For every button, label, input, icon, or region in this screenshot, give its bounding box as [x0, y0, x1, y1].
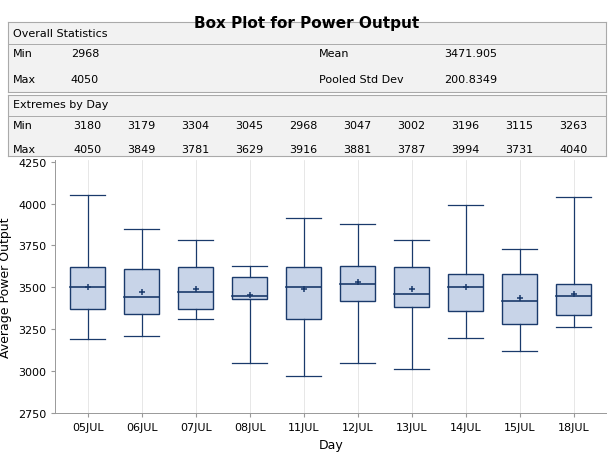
Text: 2968: 2968 — [289, 121, 318, 131]
Text: 3002: 3002 — [398, 121, 426, 131]
Text: Extremes by Day: Extremes by Day — [13, 100, 108, 110]
Text: 4050: 4050 — [74, 145, 102, 155]
Text: 3881: 3881 — [343, 145, 371, 155]
Bar — [394, 268, 429, 308]
Text: 3471.905: 3471.905 — [445, 50, 497, 59]
Text: Mean: Mean — [319, 50, 349, 59]
Text: 3045: 3045 — [236, 121, 263, 131]
Bar — [178, 268, 213, 309]
Text: 3304: 3304 — [182, 121, 210, 131]
Bar — [70, 268, 105, 309]
Text: 200.8349: 200.8349 — [445, 75, 498, 85]
Text: 3787: 3787 — [397, 145, 426, 155]
Text: Min: Min — [13, 121, 33, 131]
Text: Max: Max — [13, 145, 36, 155]
Bar — [286, 268, 321, 319]
Y-axis label: Average Power Output: Average Power Output — [0, 217, 12, 357]
Text: 4050: 4050 — [71, 75, 99, 85]
X-axis label: Day: Day — [318, 437, 343, 451]
Text: Box Plot for Power Output: Box Plot for Power Output — [195, 16, 419, 31]
Bar — [124, 269, 159, 314]
Bar — [232, 278, 267, 299]
Text: 2968: 2968 — [71, 50, 99, 59]
Text: 3179: 3179 — [128, 121, 156, 131]
Bar — [502, 274, 537, 325]
Bar — [556, 285, 591, 315]
Text: Max: Max — [13, 75, 36, 85]
Text: 3994: 3994 — [451, 145, 480, 155]
Text: 3849: 3849 — [128, 145, 156, 155]
Text: 3115: 3115 — [505, 121, 534, 131]
Text: 3263: 3263 — [559, 121, 588, 131]
Text: 3731: 3731 — [505, 145, 534, 155]
Text: Min: Min — [13, 50, 33, 59]
Text: 3629: 3629 — [236, 145, 264, 155]
Text: 3047: 3047 — [343, 121, 371, 131]
Text: 3916: 3916 — [290, 145, 317, 155]
Bar — [340, 266, 375, 301]
Text: Overall Statistics: Overall Statistics — [13, 28, 107, 39]
Text: 3180: 3180 — [74, 121, 102, 131]
Text: 4040: 4040 — [559, 145, 588, 155]
Text: 3196: 3196 — [451, 121, 480, 131]
Text: 3781: 3781 — [182, 145, 210, 155]
Bar — [448, 274, 483, 311]
Text: Pooled Std Dev: Pooled Std Dev — [319, 75, 403, 85]
